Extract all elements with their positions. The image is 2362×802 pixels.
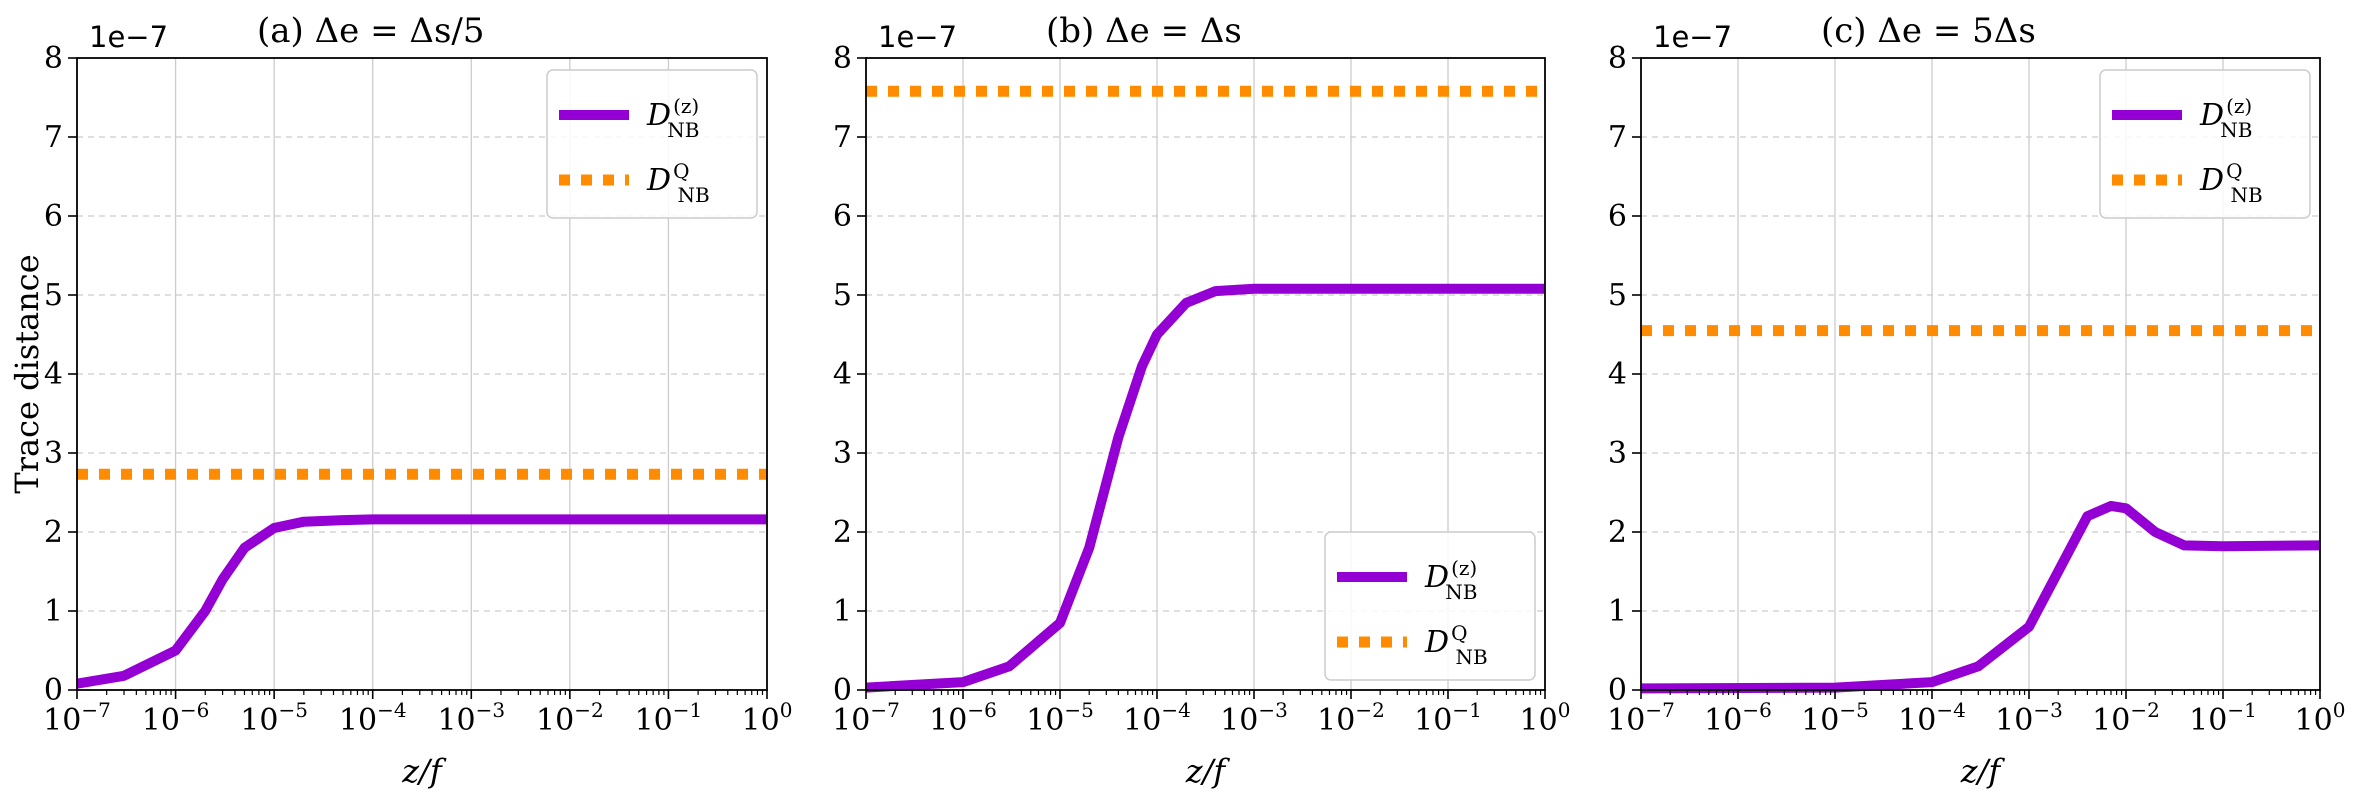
y-tick-label: 4 (44, 357, 63, 392)
y-tick-label: 5 (833, 278, 852, 313)
x-tick-label: 10−7 (43, 698, 111, 738)
series-line-dnb-z (1640, 500, 2321, 694)
x-tick-label: 10−7 (832, 698, 900, 738)
x-tick-label: 100 (2295, 698, 2346, 738)
x-tick-label: 10−4 (1898, 698, 1966, 738)
y-tick-label: 7 (833, 120, 852, 155)
y-tick-label: 7 (44, 120, 63, 155)
x-tick-label: 10−3 (1995, 698, 2063, 738)
x-tick-label: 10−6 (1704, 698, 1772, 738)
y-tick-label: 0 (44, 673, 63, 708)
y-tick-label: 3 (1608, 436, 1627, 471)
y-tick-label: 6 (833, 199, 852, 234)
x-tick-label: 10−5 (240, 698, 308, 738)
x-tick-label: 10−5 (1801, 698, 1869, 738)
series-line-dnb-z (865, 283, 1545, 693)
legend-label-dnb-z: D (z) NB (1424, 556, 1477, 604)
legend-label-dnb-q: D Q NB (1424, 621, 1488, 669)
legend-box (546, 69, 758, 219)
legend-label-dnb-q: D Q NB (2199, 159, 2263, 207)
y-tick-label: 2 (1608, 515, 1627, 550)
y-tick-label: 4 (1608, 357, 1627, 392)
x-tick-label: 10−5 (1026, 698, 1094, 738)
x-tick-label: 10−2 (536, 698, 604, 738)
y-offset-label: 1e−7 (878, 20, 957, 54)
y-tick-label: 1 (833, 594, 852, 629)
x-axis-label: z/f (401, 752, 447, 790)
legend-box (2099, 69, 2311, 219)
y-tick-label: 1 (44, 594, 63, 629)
x-axis-label: z/f (1960, 752, 2006, 790)
x-tick-label: 10−2 (2092, 698, 2160, 738)
x-tick-label: 10−2 (1317, 698, 1385, 738)
series-line-dnb-z (76, 514, 767, 689)
y-tick-label: 5 (44, 278, 63, 313)
legend-label-dnb-z: D (z) NB (2199, 94, 2252, 142)
x-tick-label: 10−7 (1607, 698, 1675, 738)
legend-label-dnb-z: D (z) NB (646, 94, 699, 142)
y-tick-label: 8 (1608, 41, 1627, 76)
y-axis-label: Trace distance (8, 254, 46, 493)
x-tick-label: 10−1 (2189, 698, 2257, 738)
x-tick-label: 100 (742, 698, 793, 738)
y-tick-label: 3 (833, 436, 852, 471)
x-tick-label: 10−4 (1123, 698, 1191, 738)
x-tick-label: 10−3 (437, 698, 505, 738)
x-tick-label: 10−6 (929, 698, 997, 738)
panel-title: (c) Δe = 5Δs (1821, 11, 2036, 51)
chart-panel-3: 10−7 10−6 10−5 10−4 10−3 10−2 10−1 100 0 1 2 3 4 5 6 7 8… (1607, 11, 2345, 790)
x-tick-label: 10−1 (1414, 698, 1482, 738)
y-tick-label: 6 (44, 199, 63, 234)
chart-panel-2: 10−7 10−6 10−5 10−4 10−3 10−2 10−1 100 0 1 2 3 4 5 6 7 8… (832, 11, 1570, 790)
y-tick-label: 4 (833, 357, 852, 392)
y-tick-label: 8 (44, 41, 63, 76)
x-tick-label: 10−1 (635, 698, 703, 738)
y-tick-label: 7 (1608, 120, 1627, 155)
y-tick-label: 3 (44, 436, 63, 471)
x-tick-label: 10−6 (142, 698, 210, 738)
legend-label-dnb-q: D Q NB (646, 159, 710, 207)
legend-box (1324, 531, 1536, 681)
x-axis-label: z/f (1185, 752, 1231, 790)
x-tick-label: 100 (1520, 698, 1571, 738)
y-offset-label: 1e−7 (89, 20, 168, 54)
y-tick-label: 6 (1608, 199, 1627, 234)
y-offset-label: 1e−7 (1653, 20, 1732, 54)
panel-title: (a) Δe = Δs/5 (257, 11, 484, 51)
y-tick-label: 2 (833, 515, 852, 550)
x-tick-label: 10−4 (339, 698, 407, 738)
y-tick-label: 1 (1608, 594, 1627, 629)
y-tick-label: 0 (833, 673, 852, 708)
y-tick-label: 5 (1608, 278, 1627, 313)
chart-panel-1: 10−7 10−6 10−5 10−4 10−3 10−2 10−1 100 0 1 2 3 4 5 6 7 8… (43, 11, 792, 790)
y-tick-label: 0 (1608, 673, 1627, 708)
panel-title: (b) Δe = Δs (1046, 11, 1242, 51)
x-tick-label: 10−3 (1220, 698, 1288, 738)
y-tick-label: 2 (44, 515, 63, 550)
y-tick-label: 8 (833, 41, 852, 76)
